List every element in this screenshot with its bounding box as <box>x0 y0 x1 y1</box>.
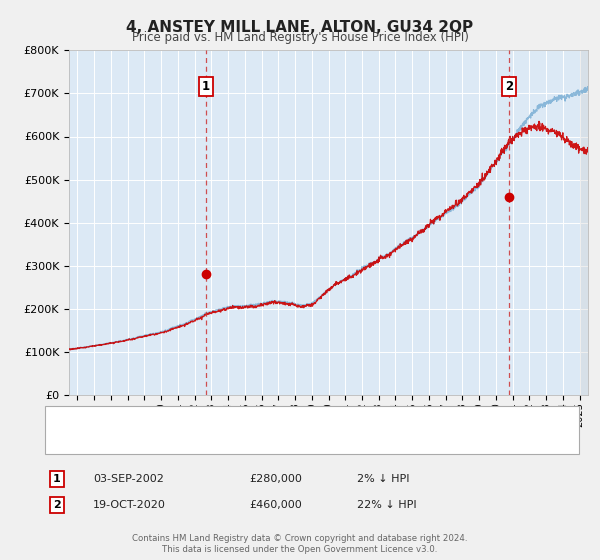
Text: 2: 2 <box>505 80 514 93</box>
Text: This data is licensed under the Open Government Licence v3.0.: This data is licensed under the Open Gov… <box>163 545 437 554</box>
Text: 1: 1 <box>53 474 61 484</box>
Text: 19-OCT-2020: 19-OCT-2020 <box>93 500 166 510</box>
Text: 4, ANSTEY MILL LANE, ALTON, GU34 2QP: 4, ANSTEY MILL LANE, ALTON, GU34 2QP <box>127 20 473 35</box>
Text: 2: 2 <box>53 500 61 510</box>
Text: Price paid vs. HM Land Registry's House Price Index (HPI): Price paid vs. HM Land Registry's House … <box>131 31 469 44</box>
Text: 22% ↓ HPI: 22% ↓ HPI <box>357 500 416 510</box>
Text: £280,000: £280,000 <box>249 474 302 484</box>
Text: 03-SEP-2002: 03-SEP-2002 <box>93 474 164 484</box>
Text: 4, ANSTEY MILL LANE, ALTON, GU34 2QP (detached house): 4, ANSTEY MILL LANE, ALTON, GU34 2QP (de… <box>123 416 429 426</box>
Bar <box>580 50 588 395</box>
Text: 1: 1 <box>202 80 210 93</box>
Text: £460,000: £460,000 <box>249 500 302 510</box>
Text: HPI: Average price, detached house, East Hampshire: HPI: Average price, detached house, East… <box>123 434 398 444</box>
Text: Contains HM Land Registry data © Crown copyright and database right 2024.: Contains HM Land Registry data © Crown c… <box>132 534 468 543</box>
Text: 2% ↓ HPI: 2% ↓ HPI <box>357 474 409 484</box>
